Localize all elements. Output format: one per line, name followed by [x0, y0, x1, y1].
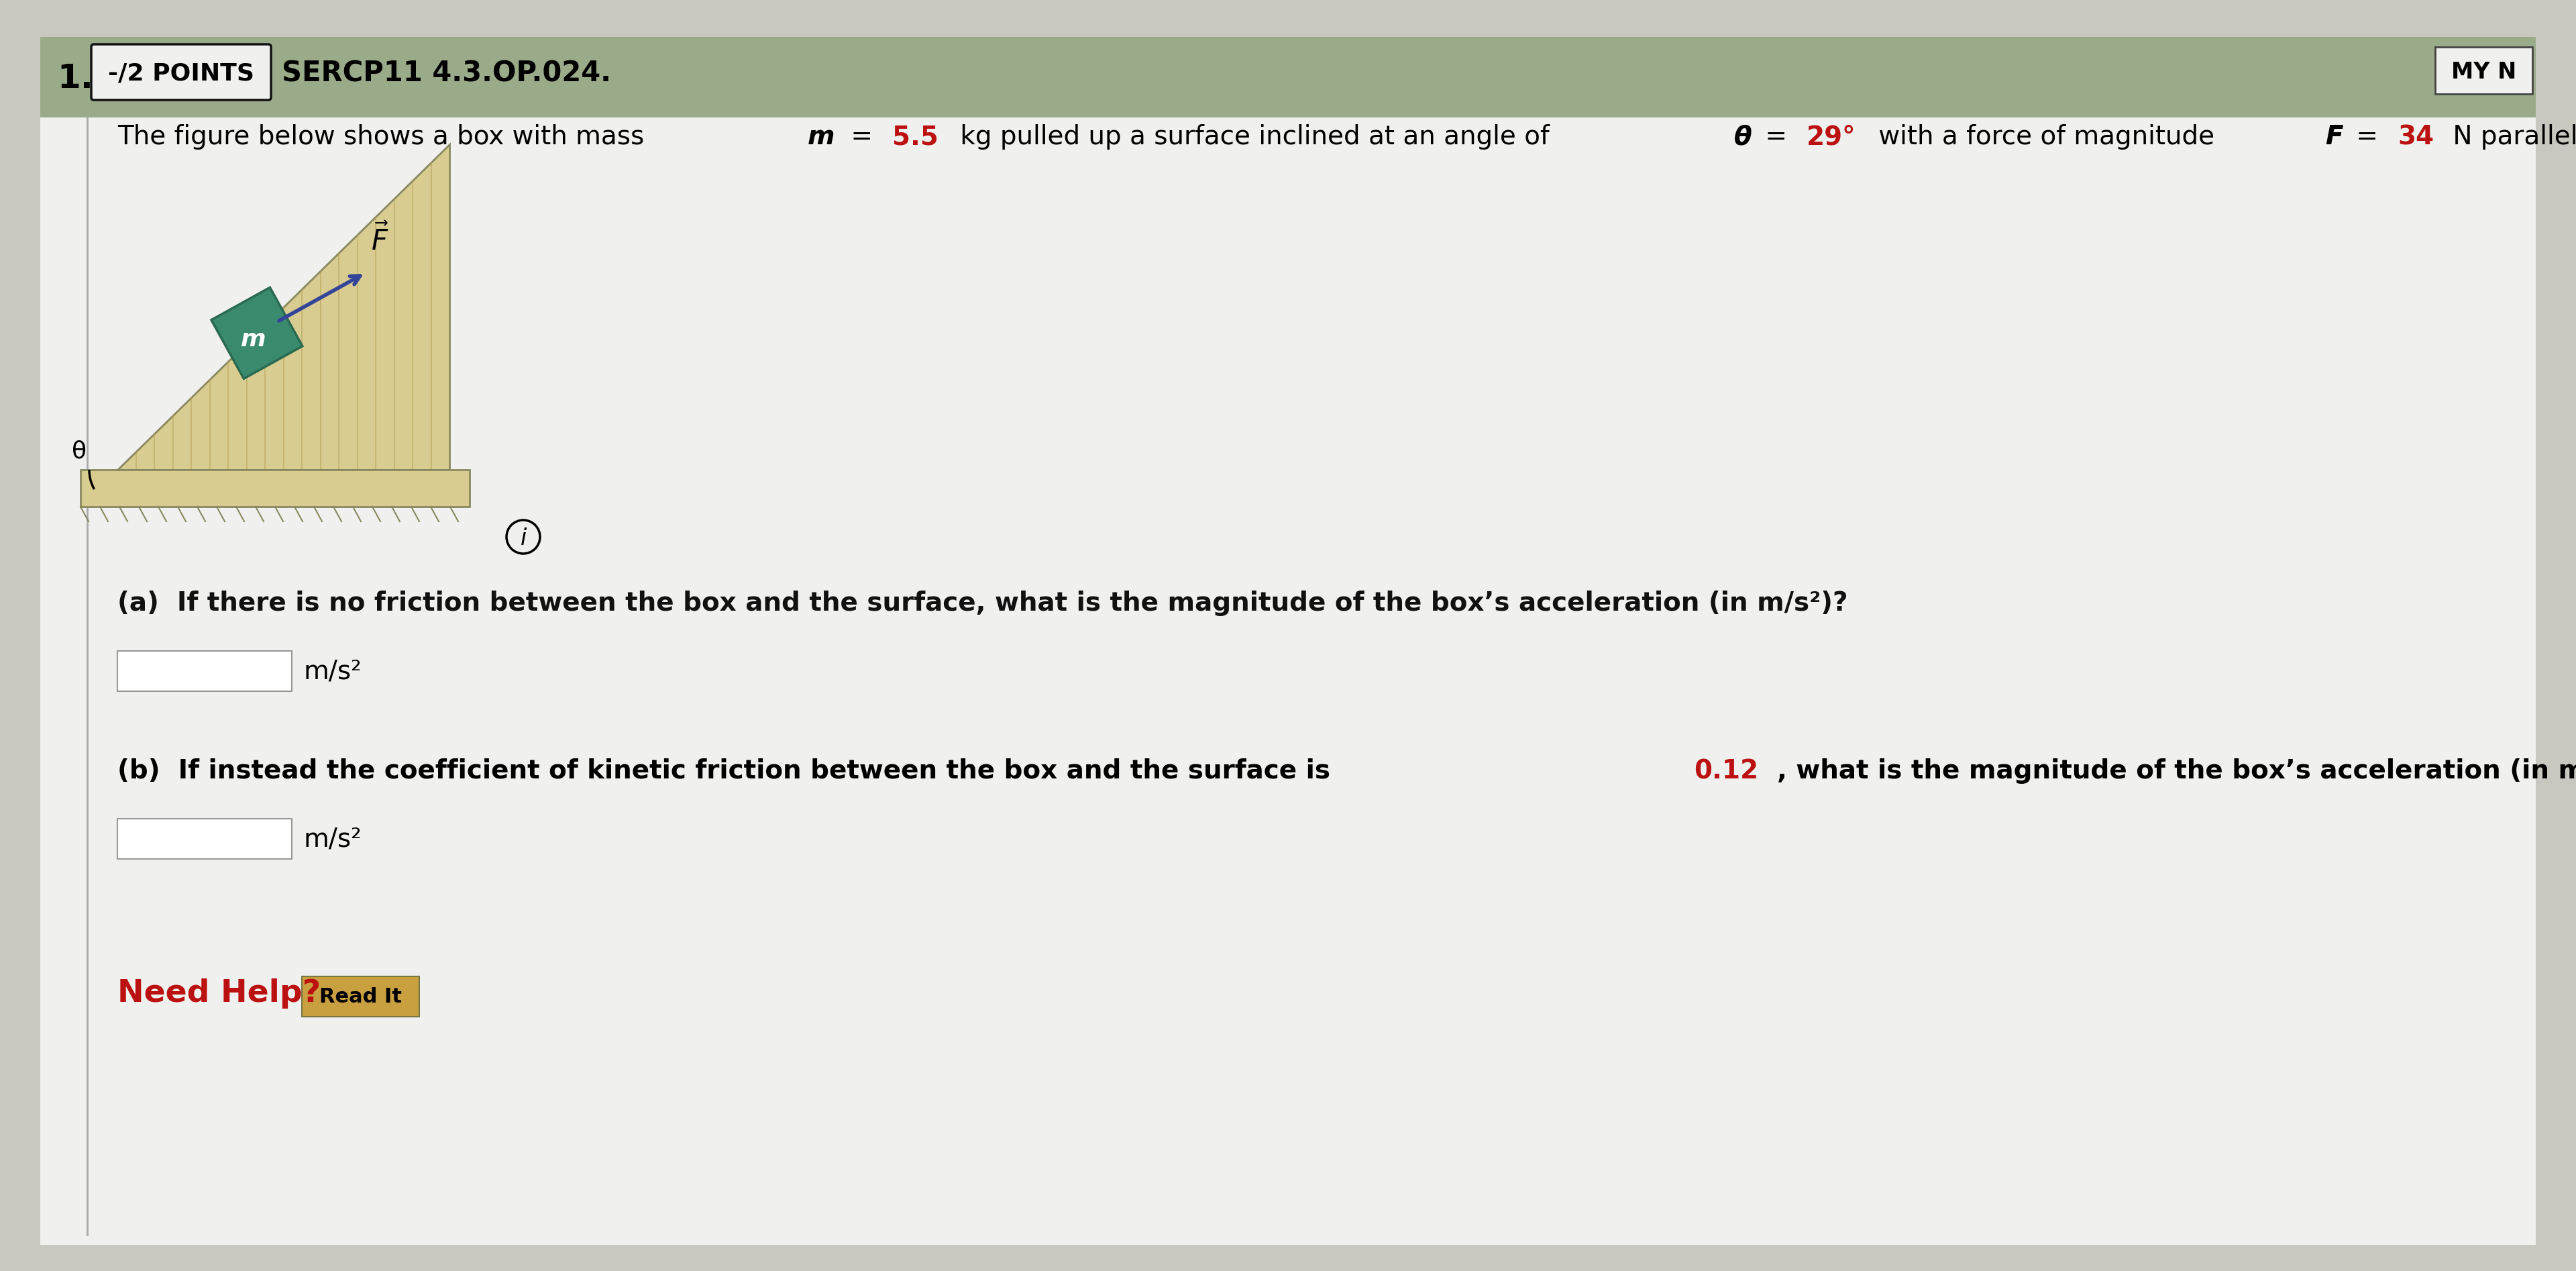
- Text: 0.12: 0.12: [1695, 759, 1759, 784]
- Text: i: i: [520, 527, 526, 549]
- Polygon shape: [211, 287, 301, 379]
- Text: N parallel to the surface.: N parallel to the surface.: [2445, 125, 2576, 150]
- Text: =: =: [842, 125, 881, 150]
- Text: =: =: [2349, 125, 2385, 150]
- Text: θ: θ: [1734, 125, 1752, 150]
- Text: (a)  If there is no friction between the box and the surface, what is the magnit: (a) If there is no friction between the …: [118, 591, 1847, 616]
- Text: m/s²: m/s²: [304, 826, 363, 852]
- Text: θ: θ: [72, 440, 88, 463]
- Text: The figure below shows a box with mass: The figure below shows a box with mass: [118, 125, 652, 150]
- Text: SERCP11 4.3.OP.024.: SERCP11 4.3.OP.024.: [281, 58, 611, 88]
- Text: F: F: [2326, 125, 2344, 150]
- Text: Need Help?: Need Help?: [118, 979, 322, 1008]
- FancyBboxPatch shape: [118, 651, 291, 691]
- Text: kg pulled up a surface inclined at an angle of: kg pulled up a surface inclined at an an…: [953, 125, 1558, 150]
- Polygon shape: [80, 470, 469, 507]
- Text: m: m: [242, 328, 265, 351]
- Text: Read It: Read It: [319, 986, 402, 1007]
- FancyBboxPatch shape: [301, 976, 420, 1017]
- Text: 29°: 29°: [1806, 125, 1857, 150]
- FancyBboxPatch shape: [2434, 47, 2532, 94]
- Text: -/2 POINTS: -/2 POINTS: [108, 62, 255, 85]
- Text: 1.: 1.: [57, 62, 93, 95]
- Text: 34: 34: [2398, 125, 2434, 150]
- Text: MY N: MY N: [2452, 61, 2517, 83]
- Text: 5.5: 5.5: [891, 125, 938, 150]
- Text: with a force of magnitude: with a force of magnitude: [1870, 125, 2223, 150]
- FancyBboxPatch shape: [118, 819, 291, 859]
- Text: m: m: [809, 125, 835, 150]
- FancyBboxPatch shape: [41, 37, 2535, 117]
- Text: =: =: [1757, 125, 1795, 150]
- Polygon shape: [118, 145, 448, 470]
- FancyBboxPatch shape: [41, 37, 2535, 1244]
- Text: m/s²: m/s²: [304, 658, 363, 684]
- FancyBboxPatch shape: [90, 44, 270, 100]
- Text: $\vec{F}$: $\vec{F}$: [371, 224, 389, 255]
- Text: , what is the magnitude of the box’s acceleration (in m/s²)?: , what is the magnitude of the box’s acc…: [1777, 759, 2576, 784]
- Text: (b)  If instead the coefficient of kinetic friction between the box and the surf: (b) If instead the coefficient of kineti…: [118, 759, 1340, 784]
